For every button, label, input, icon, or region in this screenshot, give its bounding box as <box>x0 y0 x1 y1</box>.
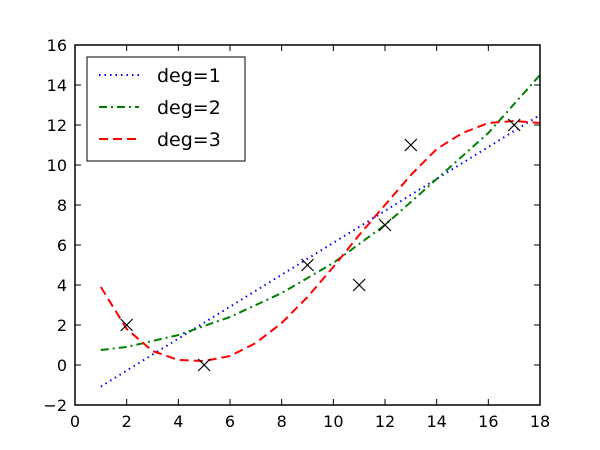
y-axis: −2 0 2 4 6 8 10 12 14 16 <box>43 36 540 415</box>
series-line-deg-3 <box>99 119 541 363</box>
legend-box <box>86 56 246 162</box>
plot-points-group <box>120 118 521 372</box>
y-tick-label: 8 <box>57 196 67 215</box>
data-point-marker <box>404 138 418 152</box>
data-point-marker <box>352 278 366 292</box>
x-tick-label: 12 <box>375 412 395 431</box>
y-tick-label: 0 <box>57 356 67 375</box>
x-tick-label: 10 <box>323 412 343 431</box>
y-tick-label: 10 <box>47 156 67 175</box>
x-tick-label: 14 <box>426 412 446 431</box>
y-tick-label: 12 <box>47 116 67 135</box>
legend-entry: deg=3 <box>99 129 221 151</box>
legend: deg=1 deg=2 deg=3 <box>86 56 246 162</box>
x-axis: 0 2 4 6 8 10 12 14 16 18 <box>70 45 550 431</box>
legend-label: deg=2 <box>157 97 221 119</box>
y-tick-label: 6 <box>57 236 67 255</box>
x-tick-label: 4 <box>173 412 183 431</box>
legend-label: deg=3 <box>157 129 221 151</box>
data-point-marker <box>120 318 134 332</box>
y-tick-label: −2 <box>43 396 67 415</box>
x-tick-label: 0 <box>70 412 80 431</box>
legend-entry: deg=2 <box>99 97 221 119</box>
plot-lines-group <box>99 74 541 388</box>
data-point-marker <box>301 258 314 272</box>
data-point-marker <box>378 218 392 232</box>
y-tick-label: 2 <box>57 316 67 335</box>
x-tick-label: 8 <box>277 412 287 431</box>
data-point-marker <box>197 358 211 372</box>
legend-entry: deg=1 <box>99 65 221 87</box>
plot-area-frame <box>74 44 541 406</box>
x-tick-label: 18 <box>530 412 550 431</box>
x-tick-label: 16 <box>478 412 498 431</box>
series-line-deg-2 <box>100 74 541 351</box>
y-tick-label: 14 <box>47 76 67 95</box>
y-tick-label: 4 <box>57 276 67 295</box>
data-point-marker <box>507 118 521 132</box>
series-line-deg-1 <box>100 114 541 388</box>
y-tick-label: 16 <box>47 36 67 55</box>
x-tick-label: 6 <box>225 412 235 431</box>
legend-label: deg=1 <box>157 65 221 87</box>
x-tick-label: 2 <box>122 412 132 431</box>
